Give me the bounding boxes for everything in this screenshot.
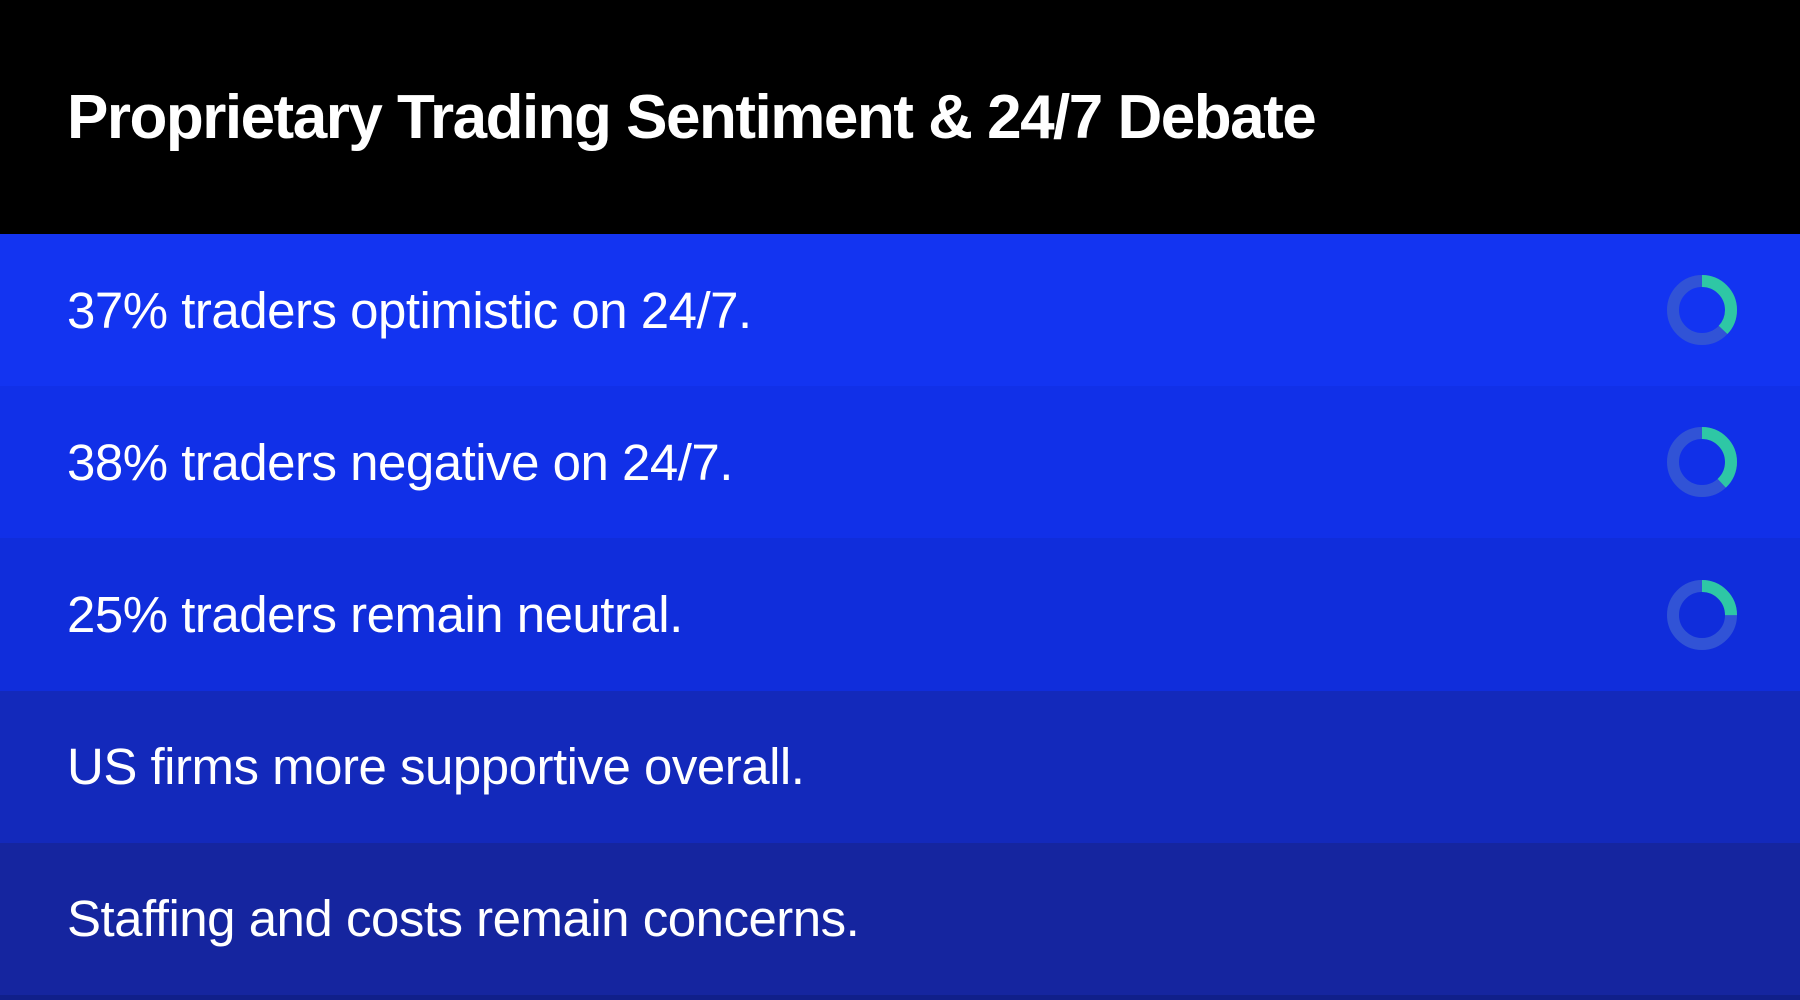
donut-gauge-icon [1667, 427, 1737, 498]
stat-row: Staffing and costs remain concerns. [0, 842, 1800, 996]
donut-gauge-icon [1667, 275, 1737, 346]
stat-row: 25% traders remain neutral. [0, 538, 1800, 691]
stat-row: 38% traders negative on 24/7. [0, 386, 1800, 539]
page-title: Proprietary Trading Sentiment & 24/7 Deb… [67, 82, 1317, 152]
stat-row: 37% traders optimistic on 24/7. [0, 234, 1800, 387]
stat-text: 25% traders remain neutral. [67, 586, 683, 643]
stat-text: Staffing and costs remain concerns. [67, 890, 860, 948]
stat-text: 38% traders negative on 24/7. [67, 433, 733, 491]
stat-text: 37% traders optimistic on 24/7. [67, 281, 752, 339]
stat-list: 37% traders optimistic on 24/7. 38% trade… [0, 234, 1800, 996]
bottom-strip [0, 995, 1800, 1000]
stat-row: US firms more supportive overall. [0, 690, 1800, 843]
slide-header: Proprietary Trading Sentiment & 24/7 Deb… [0, 0, 1800, 234]
donut-gauge-icon [1667, 579, 1737, 650]
stat-text: US firms more supportive overall. [67, 738, 805, 796]
